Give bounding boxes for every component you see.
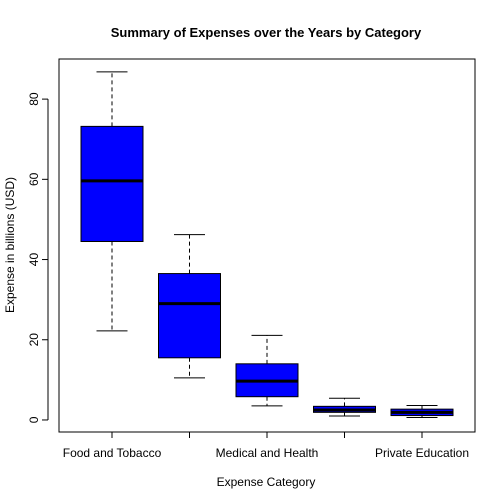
y-tick-label: 60 — [27, 172, 41, 186]
box-food-and-tobacco — [80, 71, 144, 332]
y-tick-label: 0 — [27, 416, 41, 423]
y-axis: 0 20 40 60 80 — [27, 92, 49, 423]
iqr-box — [80, 125, 144, 242]
y-tick-label: 20 — [27, 333, 41, 347]
boxes — [80, 71, 454, 419]
box-household-operation — [158, 234, 221, 379]
x-tick-label: Medical and Health — [216, 446, 319, 460]
y-tick-label: 80 — [27, 92, 41, 106]
x-tick-label: Food and Tobacco — [63, 446, 162, 460]
x-axis: Food and Tobacco Medical and Health Privat… — [63, 431, 469, 460]
y-axis-label: Expense in billions (USD) — [3, 177, 17, 313]
iqr-box — [158, 273, 221, 359]
y-tick-label: 40 — [27, 253, 41, 267]
x-tick-label: Private Education — [375, 446, 469, 460]
chart-title: Summary of Expenses over the Years by Ca… — [111, 25, 422, 40]
box-medical-and-health — [235, 334, 299, 407]
x-axis-label: Expense Category — [217, 475, 316, 489]
box-private-education — [390, 405, 454, 419]
box-personal-care — [313, 397, 376, 417]
